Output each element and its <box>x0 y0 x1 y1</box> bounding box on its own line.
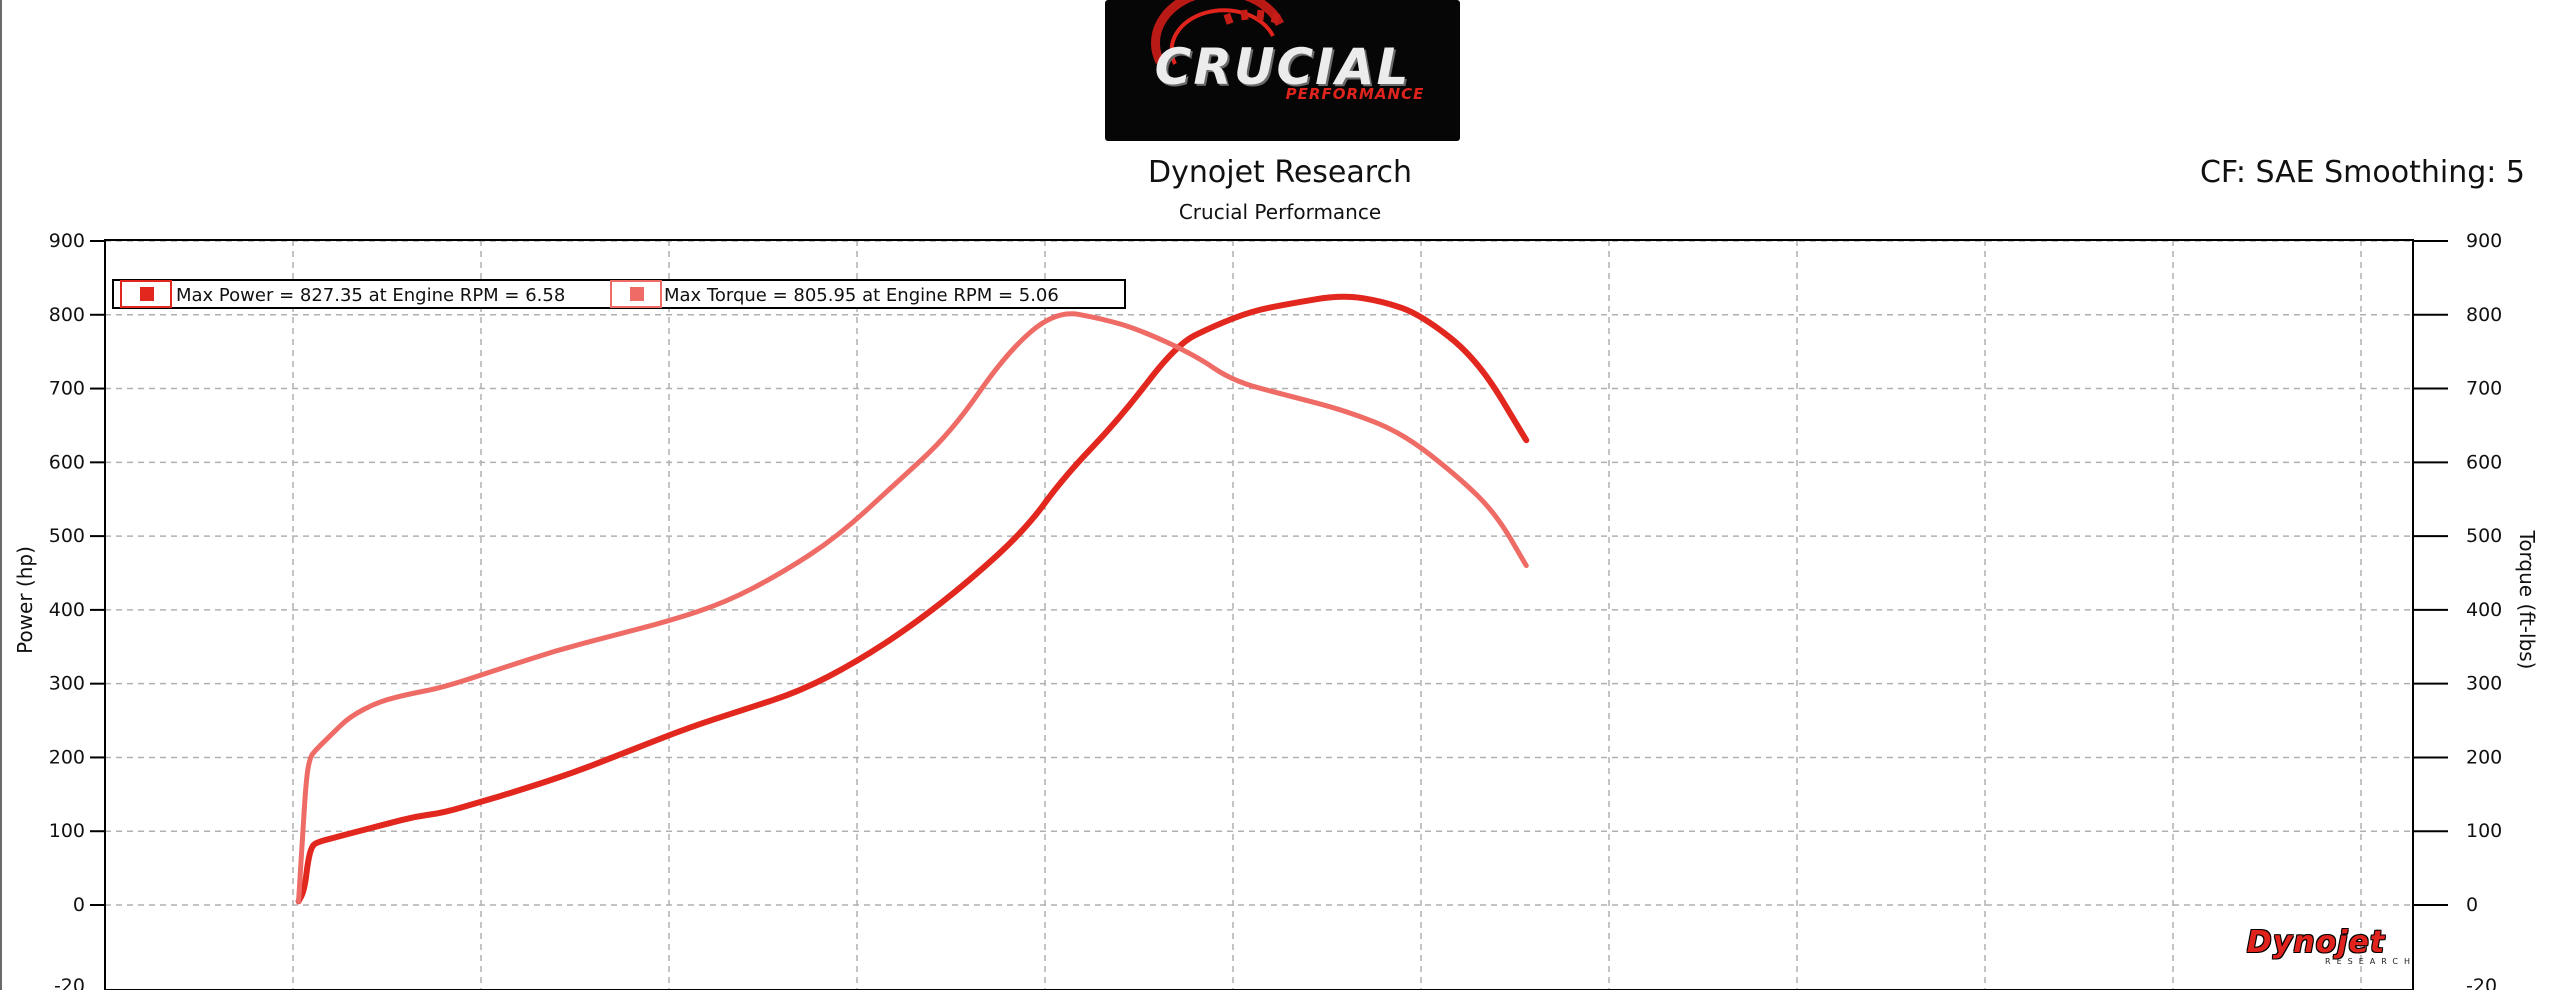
series-line-power <box>295 293 1530 905</box>
y2-tick-label: 500 <box>2466 525 2502 547</box>
y-tick-label: 0 <box>73 894 85 916</box>
chart-title: Dynojet Research <box>1148 155 1412 190</box>
y2-tick-label: 100 <box>2466 820 2502 842</box>
y-tick-label: 700 <box>49 378 85 400</box>
y-tick-label: 300 <box>49 673 85 695</box>
y2-tick-label: -20 <box>2466 975 2497 990</box>
y2-tick-label: 900 <box>2466 230 2502 252</box>
y-tick-label: 500 <box>49 525 85 547</box>
axis-ticks: 900 800 700 600 500 400 300 200 100 0 -20 900 800 700… <box>49 230 2503 990</box>
legend-swatch-torque <box>630 287 644 301</box>
y2-tick-label: 0 <box>2466 894 2478 916</box>
legend-swatch-frame-power <box>120 280 172 308</box>
y-tick-label: 800 <box>49 304 85 326</box>
y-tick-label: -20 <box>54 975 85 990</box>
dynojet-brand-logo: Dynojet RESEARCH <box>2216 925 2416 966</box>
logo-tagline: PERFORMANCE <box>1285 85 1425 103</box>
y2-axis-label: Torque (ft-lbs) <box>2515 530 2539 670</box>
logo-wordmark: CRUCIAL <box>1154 38 1411 96</box>
logo-swoosh-icon <box>1150 0 1285 65</box>
dynojet-tagline: RESEARCH <box>2325 957 2416 966</box>
window-edge <box>0 0 2 990</box>
legend-label-torque: Max Torque = 805.95 at Engine RPM = 5.06 <box>664 285 1059 306</box>
series-line-torque <box>296 311 1529 904</box>
y2-tick-label: 700 <box>2466 378 2502 400</box>
y2-tick-label: 200 <box>2466 746 2502 768</box>
legend-swatch-power <box>140 287 154 301</box>
grid-lines <box>105 240 2413 990</box>
y2-tick-label: 300 <box>2466 673 2502 695</box>
plot-area-frame <box>104 239 2414 990</box>
correction-factor-label: CF: SAE Smoothing: 5 <box>2199 155 2525 190</box>
y-tick-label: 900 <box>49 230 85 252</box>
legend-box <box>112 279 1126 309</box>
y-tick-label: 200 <box>49 746 85 768</box>
chart-subtitle: Crucial Performance <box>1178 200 1382 224</box>
series-lines <box>295 293 1530 905</box>
y-tick-label: 600 <box>49 451 85 473</box>
dynojet-wordmark: Dynojet <box>2246 925 2386 960</box>
crucial-performance-logo: CRUCIAL PERFORMANCE <box>1105 0 1460 141</box>
y2-tick-label: 600 <box>2466 451 2502 473</box>
y-axis-label: Power (hp) <box>13 546 37 654</box>
legend-label-power: Max Power = 827.35 at Engine RPM = 6.58 <box>176 285 565 306</box>
legend-swatch-frame-torque <box>610 280 662 308</box>
y-tick-label: 100 <box>49 820 85 842</box>
legend: Max Power = 827.35 at Engine RPM = 6.58 … <box>112 279 1126 309</box>
y-tick-label: 400 <box>49 599 85 621</box>
y2-tick-label: 800 <box>2466 304 2502 326</box>
y2-tick-label: 400 <box>2466 599 2502 621</box>
